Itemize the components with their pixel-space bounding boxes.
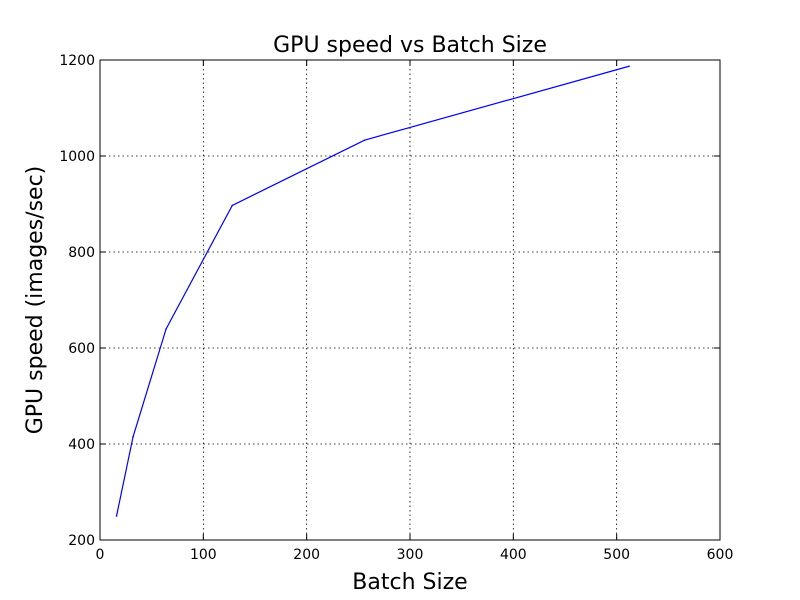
x-tick-label: 300 xyxy=(397,547,424,563)
y-tick-label: 200 xyxy=(68,533,95,549)
data-point xyxy=(363,139,366,141)
y-tick-label: 800 xyxy=(68,245,95,261)
series-line xyxy=(115,65,630,517)
x-tick-label: 400 xyxy=(500,547,527,563)
series-layer xyxy=(115,65,630,517)
x-tick-label: 100 xyxy=(190,547,217,563)
data-point xyxy=(165,328,167,330)
data-point xyxy=(132,436,134,438)
data-point xyxy=(115,515,118,517)
chart-title: GPU speed vs Batch Size xyxy=(273,33,547,58)
y-tick-label: 1000 xyxy=(59,149,95,165)
y-tick-label: 400 xyxy=(68,437,95,453)
y-axis-label: GPU speed (images/sec) xyxy=(23,166,48,435)
x-tick-label: 500 xyxy=(603,547,630,563)
x-tick-label: 0 xyxy=(96,547,105,563)
x-tick-label: 200 xyxy=(293,547,320,563)
x-axis-label: Batch Size xyxy=(352,570,467,595)
tick-layer: 0 100 200 300 400 500 600 200 400 600 800 1000 1200 xyxy=(59,53,733,563)
y-tick-label: 600 xyxy=(68,341,95,357)
grid-layer xyxy=(100,60,720,540)
data-point xyxy=(628,65,630,68)
y-tick-label: 1200 xyxy=(59,53,95,69)
x-tick-label: 600 xyxy=(707,547,734,563)
data-point xyxy=(231,204,234,207)
